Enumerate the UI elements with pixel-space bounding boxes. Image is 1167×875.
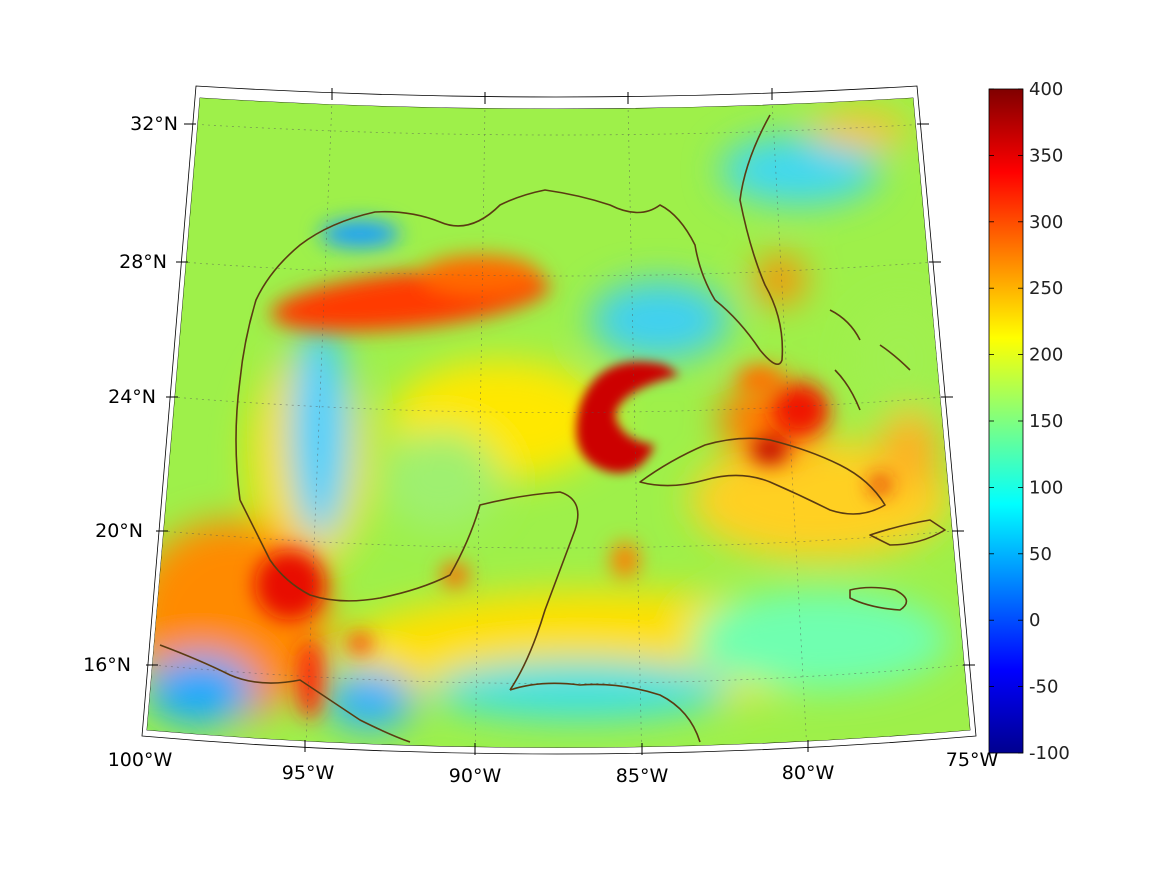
colorbar-label: 150	[1029, 411, 1063, 432]
coastline-bahamas	[829, 309, 911, 411]
longitude-labels: 100°W 95°W 90°W 85°W 80°W 75°W	[108, 749, 999, 787]
colorbar-label: 0	[1029, 610, 1040, 631]
frame-ticks	[146, 88, 975, 755]
lon-label-95w: 95°W	[282, 762, 335, 784]
colorbar-label: 200	[1029, 345, 1063, 366]
coastline-mexico-east	[239, 491, 579, 691]
coastlines	[159, 114, 946, 743]
lat-label-28n: 28°N	[119, 251, 167, 273]
colorbar-gradient	[988, 88, 1024, 754]
lon-label-90w: 90°W	[449, 765, 502, 787]
colorbar-label: -50	[1029, 677, 1058, 698]
coastline-hispaniola	[869, 519, 946, 546]
coastline-jamaica	[849, 586, 908, 611]
colorbar-label: 400	[1029, 79, 1063, 100]
colorbar: 400 350 300 250 200 150 100 50 0 -50 -100	[988, 79, 1070, 764]
coastline-central-america	[509, 682, 701, 743]
latitude-labels: 32°N 28°N 24°N 20°N 16°N	[83, 113, 178, 676]
colorbar-label: 100	[1029, 477, 1063, 498]
lon-label-85w: 85°W	[616, 765, 669, 787]
colorbar-label: 350	[1029, 145, 1063, 166]
lon-label-80w: 80°W	[782, 762, 835, 784]
colorbar-ticks: 400 350 300 250 200 150 100 50 0 -50 -100	[989, 79, 1070, 764]
coastline-pacific	[159, 644, 411, 743]
colorbar-label: 250	[1029, 278, 1063, 299]
coastline-cuba	[639, 437, 886, 515]
lat-label-16n: 16°N	[83, 654, 131, 676]
heat-field	[147, 98, 970, 748]
coastline-gulf-north	[235, 114, 784, 501]
colorbar-label: -100	[1029, 743, 1070, 764]
colorbar-label: 50	[1029, 544, 1052, 565]
lat-label-24n: 24°N	[108, 386, 156, 408]
colorbar-label: 300	[1029, 212, 1063, 233]
lon-label-75w: 75°W	[946, 749, 999, 771]
lat-label-32n: 32°N	[130, 113, 178, 135]
graticule	[152, 99, 966, 748]
lat-label-20n: 20°N	[95, 520, 143, 542]
lon-label-100w: 100°W	[108, 749, 173, 771]
map-frame	[141, 85, 977, 755]
